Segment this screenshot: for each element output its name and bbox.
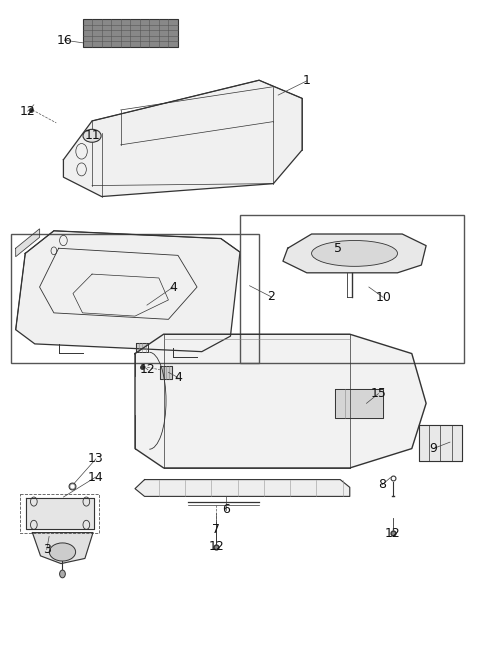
Text: 8: 8: [378, 478, 386, 491]
Polygon shape: [419, 424, 462, 461]
Text: 12: 12: [385, 528, 401, 541]
Circle shape: [60, 570, 65, 578]
Text: 4: 4: [174, 371, 182, 384]
Text: 12: 12: [20, 104, 36, 117]
Polygon shape: [136, 343, 148, 352]
Polygon shape: [26, 498, 95, 529]
Ellipse shape: [83, 129, 101, 142]
Text: 13: 13: [88, 452, 104, 465]
Polygon shape: [160, 366, 172, 379]
Text: 11: 11: [85, 129, 101, 141]
Text: 12: 12: [208, 541, 224, 554]
Text: 16: 16: [57, 34, 72, 47]
Polygon shape: [283, 234, 426, 273]
Text: 7: 7: [212, 523, 220, 536]
Polygon shape: [135, 480, 350, 496]
Ellipse shape: [49, 543, 75, 561]
Ellipse shape: [312, 241, 397, 266]
Text: 6: 6: [222, 504, 229, 517]
Text: 9: 9: [429, 442, 437, 455]
Bar: [240, 215, 464, 363]
Polygon shape: [135, 334, 426, 468]
Polygon shape: [16, 231, 240, 352]
Polygon shape: [16, 229, 39, 256]
Bar: [11, 234, 259, 363]
Text: 15: 15: [371, 387, 386, 400]
Text: 2: 2: [267, 290, 275, 303]
Text: 1: 1: [303, 75, 311, 88]
Text: 5: 5: [334, 241, 342, 255]
Polygon shape: [336, 389, 383, 418]
Text: 4: 4: [169, 280, 177, 293]
Polygon shape: [63, 80, 302, 197]
Text: 3: 3: [43, 543, 51, 556]
Text: 12: 12: [140, 363, 156, 376]
Polygon shape: [33, 533, 93, 563]
Text: 10: 10: [375, 291, 391, 304]
Bar: [83, 19, 178, 47]
Text: 14: 14: [88, 471, 104, 484]
